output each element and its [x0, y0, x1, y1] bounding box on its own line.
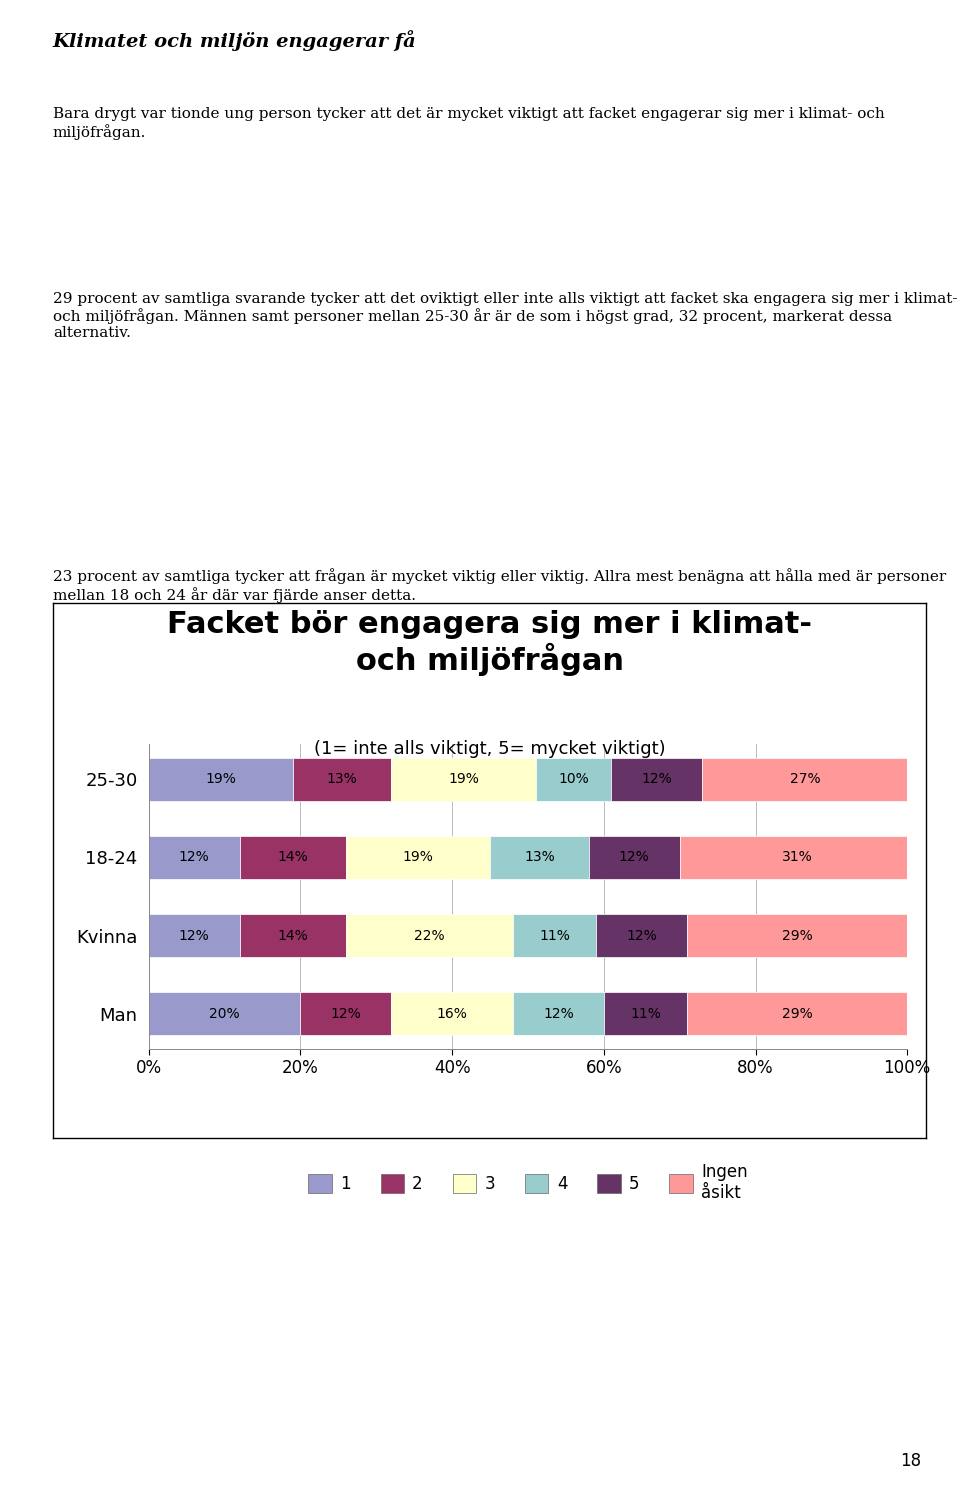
Bar — [513, 914, 596, 957]
Text: 12%: 12% — [543, 1007, 574, 1021]
Bar — [346, 914, 513, 957]
Text: 13%: 13% — [326, 772, 357, 786]
Bar — [536, 757, 612, 801]
Bar — [392, 757, 536, 801]
Text: 11%: 11% — [630, 1007, 661, 1021]
Text: 12%: 12% — [626, 929, 658, 942]
Text: 12%: 12% — [641, 772, 672, 786]
Bar — [680, 836, 915, 879]
Text: 29%: 29% — [781, 929, 812, 942]
Text: 12%: 12% — [330, 1007, 361, 1021]
Text: 29 procent av samtliga svarande tycker att det oviktigt eller inte alls viktigt : 29 procent av samtliga svarande tycker a… — [53, 292, 957, 341]
Bar — [596, 914, 687, 957]
Text: 19%: 19% — [402, 851, 434, 865]
Bar — [149, 836, 240, 879]
Bar — [703, 757, 907, 801]
Bar — [240, 914, 346, 957]
Text: 18: 18 — [900, 1452, 922, 1470]
Bar — [300, 992, 392, 1036]
Text: (1= inte alls viktigt, 5= mycket viktigt): (1= inte alls viktigt, 5= mycket viktigt… — [314, 740, 665, 757]
Bar — [604, 992, 687, 1036]
Text: 19%: 19% — [205, 772, 236, 786]
Bar — [149, 992, 300, 1036]
Text: 10%: 10% — [558, 772, 588, 786]
Bar — [149, 757, 293, 801]
Text: 22%: 22% — [414, 929, 444, 942]
Text: 16%: 16% — [437, 1007, 468, 1021]
Text: 10 procent tycker varken att det är viktigt eller oviktigt och 29 procent tar in: 10 procent tycker varken att det är vikt… — [53, 753, 841, 769]
Bar — [687, 992, 907, 1036]
Text: Facket bör engagera sig mer i klimat-
och miljöfrågan: Facket bör engagera sig mer i klimat- oc… — [167, 610, 812, 677]
Text: 12%: 12% — [619, 851, 650, 865]
Bar — [687, 914, 907, 957]
Text: Klimatet och miljön engagerar få: Klimatet och miljön engagerar få — [53, 30, 417, 51]
Bar — [392, 992, 513, 1036]
Text: 11%: 11% — [540, 929, 570, 942]
Text: 12%: 12% — [179, 851, 209, 865]
Text: 31%: 31% — [781, 851, 812, 865]
Bar — [293, 757, 392, 801]
Bar — [346, 836, 491, 879]
Legend: 1, 2, 3, 4, 5, Ingen
åsikt: 1, 2, 3, 4, 5, Ingen åsikt — [301, 1156, 755, 1208]
Text: 19%: 19% — [448, 772, 479, 786]
Bar — [149, 914, 240, 957]
Text: 27%: 27% — [789, 772, 820, 786]
Bar — [240, 836, 346, 879]
Text: Bara drygt var tionde ung person tycker att det är mycket viktigt att facket eng: Bara drygt var tionde ung person tycker … — [53, 107, 884, 140]
Bar — [491, 836, 588, 879]
Text: 12%: 12% — [179, 929, 209, 942]
Bar — [513, 992, 604, 1036]
Text: 29%: 29% — [781, 1007, 812, 1021]
Text: 23 procent av samtliga tycker att frågan är mycket viktig eller viktig. Allra me: 23 procent av samtliga tycker att frågan… — [53, 568, 946, 603]
Text: 20%: 20% — [209, 1007, 240, 1021]
Text: 14%: 14% — [277, 929, 308, 942]
Bar — [588, 836, 680, 879]
Bar — [612, 757, 703, 801]
Text: 13%: 13% — [524, 851, 555, 865]
Text: 14%: 14% — [277, 851, 308, 865]
